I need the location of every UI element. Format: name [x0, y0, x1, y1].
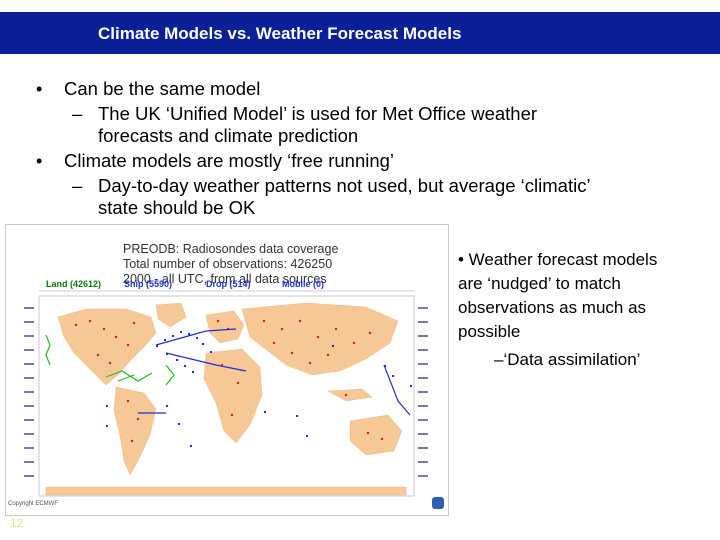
- bullet-free-running: Climate models are mostly ‘free running’: [64, 150, 395, 171]
- antarctica-shape: [45, 486, 407, 496]
- europe-shape: [205, 310, 245, 344]
- legend-mobile: Mobile (0): [282, 279, 324, 289]
- asia-shape: [241, 302, 399, 376]
- title-bar: [0, 12, 720, 54]
- sub-bullet-dash: –: [72, 175, 83, 196]
- right-bullet-line4: possible: [458, 322, 521, 341]
- right-bullet-line1: • Weather forecast models: [458, 250, 658, 269]
- sub-bullet-weather-patterns-line1: Day-to-day weather patterns not used, bu…: [98, 175, 591, 196]
- figure-title: PREODB: Radiosondes data coverage: [123, 242, 339, 256]
- ship-tracks: [138, 328, 411, 416]
- legend-drop: Drop (514): [206, 279, 251, 289]
- north-america-shape: [57, 308, 157, 386]
- legend-land: Land (42612): [46, 279, 102, 289]
- sub-bullet-unified-model-line2: forecasts and climate prediction: [98, 125, 359, 146]
- land-observations: [74, 319, 384, 443]
- ecmwf-logo-icon: [432, 497, 444, 509]
- indonesia-shape: [327, 388, 373, 402]
- sub-bullet-weather-patterns-line2: state should be OK: [98, 197, 256, 218]
- ship-observations: [106, 331, 412, 447]
- bullet-same-model: Can be the same model: [64, 78, 261, 99]
- figure-subtitle: 2000 - all UTC, from all data sources: [123, 272, 327, 286]
- figure-observation-count: Total number of observations: 426250: [123, 257, 333, 271]
- africa-shape: [203, 348, 263, 444]
- australia-shape: [349, 414, 403, 456]
- right-bullet-line2: are ‘nudged’ to match: [458, 274, 621, 293]
- bullet-dot: •: [36, 79, 43, 99]
- drop-observations: [45, 334, 175, 386]
- sub-bullet-unified-model-line1: The UK ‘Unified Model’ is used for Met O…: [98, 103, 538, 124]
- slide-title: Climate Models vs. Weather Forecast Mode…: [98, 24, 462, 43]
- greenland-shape: [155, 302, 187, 328]
- latitude-ticks: [24, 307, 428, 477]
- bullet-dot: •: [36, 151, 43, 171]
- world-map: [24, 290, 444, 509]
- slide-number: 12: [10, 516, 24, 530]
- right-sub-bullet-data-assimilation: –‘Data assimilation’: [494, 350, 641, 369]
- radiosonde-coverage-figure: PREODB: Radiosondes data coverage Total …: [5, 224, 449, 516]
- sub-bullet-dash: –: [72, 103, 83, 124]
- south-america-shape: [113, 386, 157, 476]
- right-bullet-line3: observations as much as: [458, 298, 647, 317]
- figure-copyright: Copyright ECMWF: [8, 501, 59, 507]
- legend-ship: Ship (5590): [124, 279, 173, 289]
